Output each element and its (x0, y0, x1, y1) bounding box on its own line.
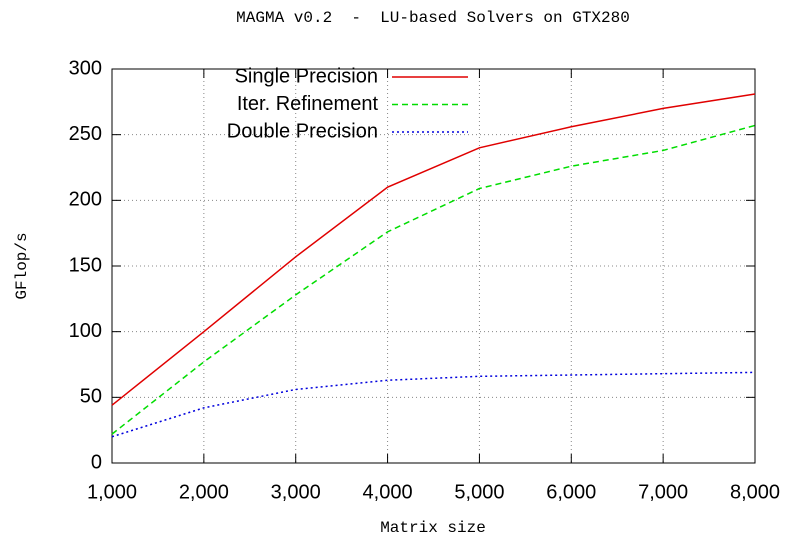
x-tick-label: 1,000 (87, 481, 137, 503)
legend-label: Iter. Refinement (237, 93, 379, 115)
x-tick-label: 2,000 (179, 481, 229, 503)
plot-frame (111, 68, 756, 464)
y-tick-label: 0 (91, 451, 102, 473)
x-tick-label: 7,000 (638, 481, 688, 503)
x-tick-label: 4,000 (363, 481, 413, 503)
series-line (111, 93, 756, 406)
series-line (111, 124, 756, 435)
y-tick-label: 100 (69, 320, 102, 342)
x-tick-label: 3,000 (271, 481, 321, 503)
x-axis-label: Matrix size (380, 519, 486, 537)
x-tick-label: 5,000 (454, 481, 504, 503)
y-tick-label: 150 (69, 254, 102, 276)
legend-label: Single Precision (235, 65, 378, 87)
y-tick-label: 50 (80, 386, 102, 408)
y-axis-label: GFlop/s (13, 232, 31, 299)
legend-label: Double Precision (227, 120, 378, 142)
series-line (111, 371, 756, 438)
x-tick-label: 8,000 (730, 481, 780, 503)
x-tick-label: 6,000 (546, 481, 596, 503)
y-tick-label: 250 (69, 123, 102, 145)
y-tick-label: 200 (69, 189, 102, 211)
y-tick-label: 300 (69, 57, 102, 79)
chart-title: MAGMA v0.2 - LU-based Solvers on GTX280 (236, 9, 630, 27)
